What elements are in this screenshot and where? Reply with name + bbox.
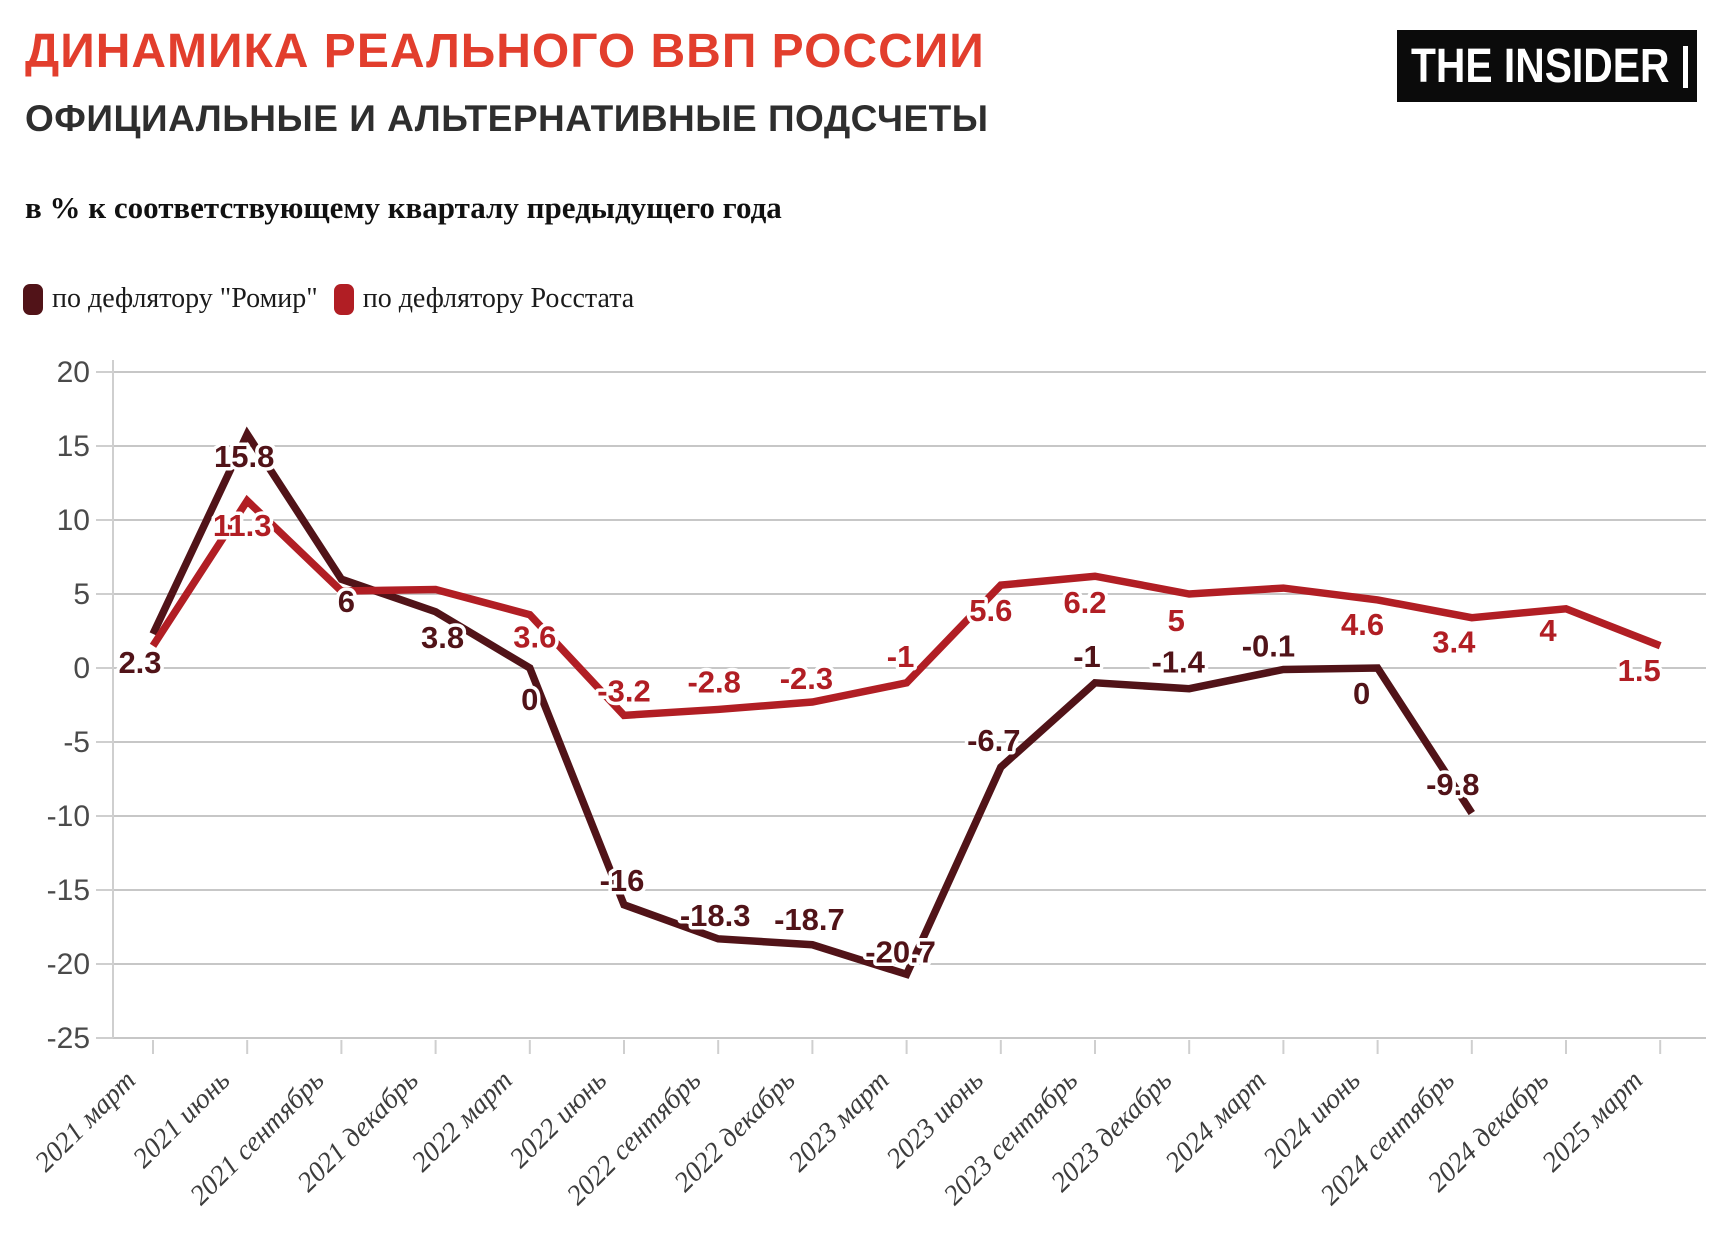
data-point-label: -1.4 [1151, 645, 1205, 680]
legend-item-romir: по дефлятору "Ромир" [23, 283, 318, 315]
legend: по дефлятору "Ромир" по дефлятору Росстат… [23, 283, 634, 315]
data-point-label: -18.7 [774, 902, 845, 937]
legend-swatch-icon [23, 283, 43, 315]
units-note: в % к соответствующему кварталу предыдущ… [25, 190, 782, 225]
data-point-label: 4.6 [1341, 607, 1384, 642]
data-point-label: -18.3 [680, 898, 751, 933]
y-tick-label: 20 [57, 356, 90, 389]
y-tick-label: 10 [57, 504, 90, 537]
data-point-label: 3.8 [421, 620, 464, 655]
data-point-label: -1 [887, 639, 915, 674]
data-point-label: 5 [1168, 603, 1185, 638]
data-point-label: -3.2 [597, 673, 650, 708]
data-point-label: 6.2 [1063, 585, 1106, 620]
logo-cursor-bar-icon [1683, 46, 1688, 88]
y-axis-tick-labels: 20 15 10 5 0 -5 -10 -15 -20 -25 [47, 356, 90, 1055]
y-tick-label: -25 [47, 1022, 90, 1055]
legend-swatch-icon [333, 283, 354, 315]
legend-item-rosstat: по дефлятору Росстата [333, 283, 635, 315]
data-point-label: 11.3 [213, 508, 272, 543]
y-tick-label: -10 [47, 800, 90, 833]
data-point-label: -16 [600, 863, 645, 898]
data-point-label: -0.1 [1242, 628, 1295, 663]
axes [112, 360, 1662, 1054]
legend-label: по дефлятору Росстата [362, 283, 635, 314]
legend-label: по дефлятору "Ромир" [52, 283, 318, 314]
data-point-label: 4 [1539, 613, 1557, 648]
data-point-label: -20.7 [865, 934, 936, 969]
data-point-label: -6.7 [967, 723, 1020, 758]
x-tick-label: 2021 март [29, 1065, 142, 1178]
x-tick-label: 2024 март [1159, 1065, 1272, 1178]
rosstat-series-line [149, 494, 1662, 720]
x-tick-label: 2025 март [1536, 1065, 1649, 1178]
rosstat-value-labels: 11.3 3.6 -3.2 -2.8 -2.3 -1 5.6 6.2 5 4.6 3.4 4 1.5 [209, 504, 1664, 712]
y-tick-label: -5 [63, 726, 90, 759]
data-point-label: 1.5 [1618, 653, 1661, 688]
x-tick-label: 2022 март [406, 1065, 519, 1178]
data-point-label: -1 [1073, 639, 1101, 674]
data-point-label: 0 [1353, 676, 1370, 711]
y-tick-label: 15 [57, 430, 90, 463]
data-point-label: 5.6 [969, 593, 1012, 628]
data-point-label: 15.8 [214, 439, 274, 474]
x-tick-label: 2023 март [783, 1065, 896, 1178]
data-point-label: 3.6 [513, 620, 556, 655]
logo-text: THE INSIDER [1411, 39, 1670, 93]
data-point-label: 3.4 [1432, 625, 1476, 660]
the-insider-logo: THE INSIDER [1397, 30, 1697, 102]
y-tick-label: 0 [73, 652, 90, 685]
data-point-label: 2.3 [118, 645, 161, 680]
data-point-label: -9.8 [1426, 767, 1479, 802]
data-point-label: -2.3 [780, 661, 833, 696]
y-tick-label: -20 [47, 948, 90, 981]
page-title: ДИНАМИКА РЕАЛЬНОГО ВВП РОССИИ [25, 25, 985, 78]
data-point-label: -2.8 [687, 664, 740, 699]
romir-value-labels: 2.3 15.8 6 3.8 0 -16 -18.3 -18.7 -20.7 -6.7 -1 -1.4… [115, 436, 1483, 973]
data-point-label: 0 [521, 682, 538, 717]
page-subtitle: ОФИЦИАЛЬНЫЕ И АЛЬТЕРНАТИВНЫЕ ПОДСЧЕТЫ [25, 98, 989, 139]
y-tick-label: 5 [73, 578, 90, 611]
data-point-label: 6 [338, 584, 355, 619]
y-tick-label: -15 [47, 874, 90, 907]
